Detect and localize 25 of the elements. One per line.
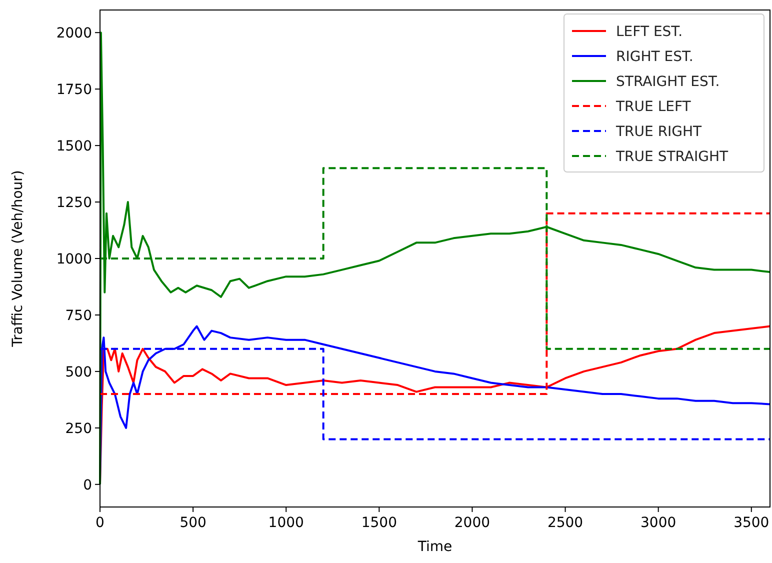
y-tick-label: 0: [83, 477, 92, 494]
y-tick-label: 500: [65, 364, 92, 380]
y-tick-label: 750: [65, 308, 92, 324]
x-tick-label: 2000: [454, 515, 490, 531]
y-tick-label: 1500: [56, 138, 92, 155]
y-tick-label: 1750: [56, 82, 92, 98]
legend-label: TRUE LEFT: [615, 99, 692, 115]
x-tick-label: 3000: [640, 515, 676, 531]
legend-label: TRUE STRAIGHT: [615, 149, 729, 165]
legend-label: TRUE RIGHT: [615, 124, 702, 140]
x-tick-label: 3500: [734, 515, 770, 531]
x-tick-label: 2500: [547, 515, 584, 531]
legend-label: LEFT EST.: [616, 24, 683, 40]
y-tick-label: 250: [65, 420, 92, 437]
y-axis-title: Traffic Volume (Veh/hour): [10, 170, 26, 348]
x-tick-label: 0: [96, 515, 104, 531]
x-axis-title: Time: [416, 539, 452, 555]
legend-label: STRAIGHT EST.: [616, 74, 720, 90]
y-tick-label: 1000: [56, 252, 92, 268]
x-tick-label: 500: [180, 515, 206, 531]
y-tick-label: 1250: [56, 195, 92, 212]
x-tick-label: 1500: [361, 515, 397, 531]
y-tick-label: 2000: [56, 26, 92, 42]
x-tick-label: 1000: [268, 515, 304, 531]
legend-label: RIGHT EST.: [616, 49, 694, 65]
